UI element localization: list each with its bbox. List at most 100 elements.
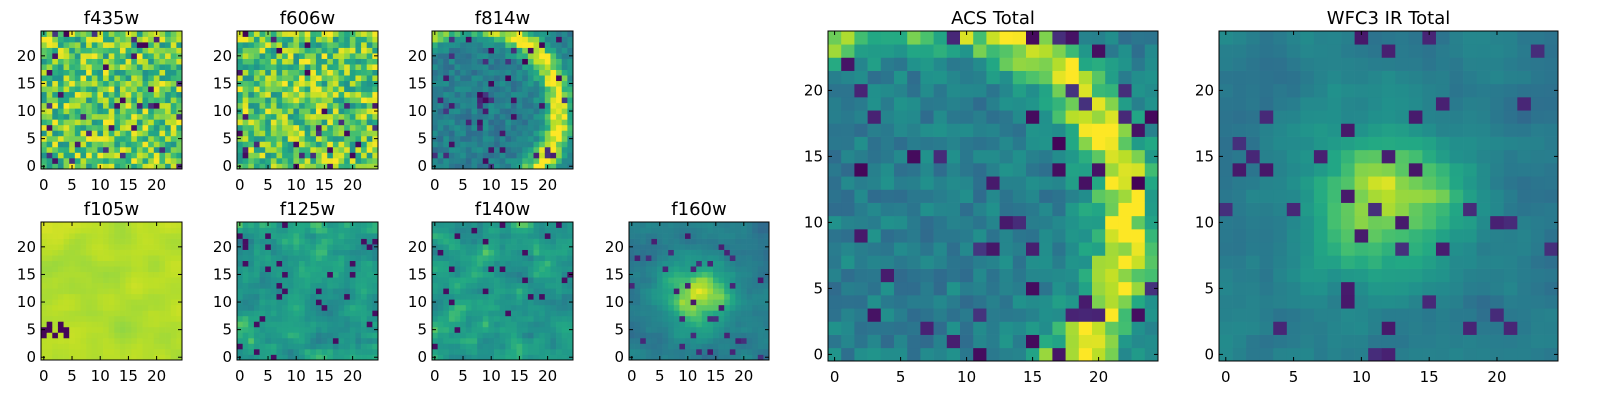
heatmap-cell xyxy=(1118,215,1132,230)
heatmap-cell xyxy=(103,146,110,153)
heatmap-cell xyxy=(673,337,680,344)
heatmap-cell xyxy=(724,321,731,328)
heatmap-cell xyxy=(763,238,770,245)
heatmap-cell xyxy=(253,293,260,300)
heatmap-cell xyxy=(119,130,126,137)
heatmap-cell xyxy=(499,249,506,256)
heatmap-cell xyxy=(74,238,81,245)
heatmap-cell xyxy=(657,310,663,317)
heatmap-cell xyxy=(527,343,534,350)
heatmap-cell xyxy=(355,119,362,126)
heatmap-cell xyxy=(516,271,523,278)
heatmap-cell xyxy=(1078,295,1093,309)
heatmap-cell xyxy=(679,321,686,328)
heatmap-cell xyxy=(74,58,81,65)
heatmap-cell xyxy=(355,332,362,339)
heatmap-cell xyxy=(477,266,484,273)
heatmap-cell xyxy=(752,277,759,284)
heatmap-cell xyxy=(69,113,76,120)
heatmap-cell xyxy=(527,80,534,87)
heatmap-cell xyxy=(867,176,882,190)
heatmap-cell xyxy=(763,310,770,317)
heatmap-cell xyxy=(293,249,300,256)
heatmap-cell xyxy=(516,321,523,328)
heatmap-cell xyxy=(662,304,669,311)
heatmap-cell xyxy=(437,249,444,256)
heatmap-cell xyxy=(103,102,110,109)
heatmap-cell xyxy=(499,222,506,228)
heatmap-cell xyxy=(465,135,472,142)
heatmap-cell xyxy=(57,255,64,261)
heatmap-cell xyxy=(276,238,283,245)
heatmap-cell xyxy=(640,271,647,278)
heatmap-cell xyxy=(86,271,93,278)
heatmap-cell xyxy=(69,299,76,306)
heatmap-cell xyxy=(634,277,641,284)
heatmap-cell xyxy=(119,238,126,245)
heatmap-cell xyxy=(488,227,495,234)
heatmap-cell xyxy=(361,304,368,311)
heatmap-cell xyxy=(741,249,747,256)
heatmap-cell xyxy=(327,119,334,126)
panel-title: f814w xyxy=(475,8,530,29)
heatmap-cell xyxy=(344,332,351,339)
heatmap-cell xyxy=(74,310,81,317)
heatmap-cell xyxy=(757,249,764,256)
heatmap-cell xyxy=(170,86,177,93)
heatmap-cell xyxy=(499,260,506,267)
heatmap-cell xyxy=(170,130,177,137)
heatmap-cell xyxy=(510,141,517,148)
heatmap-cell xyxy=(131,64,138,70)
heatmap-cell xyxy=(933,334,948,349)
heatmap-cell xyxy=(471,233,478,239)
heatmap-cell xyxy=(287,343,294,350)
heatmap-cell xyxy=(86,58,93,65)
heatmap-cell xyxy=(125,293,132,300)
heatmap-cell xyxy=(539,282,546,289)
heatmap-cell xyxy=(287,249,294,256)
heatmap-cell xyxy=(561,332,568,339)
heatmap-cell xyxy=(499,255,506,261)
heatmap-cell xyxy=(690,271,697,278)
heatmap-cell xyxy=(242,238,249,245)
heatmap-cell xyxy=(237,348,243,355)
heatmap-cell xyxy=(253,119,260,126)
heatmap-cell xyxy=(287,238,294,245)
heatmap-cell xyxy=(533,282,540,289)
heatmap-cell xyxy=(344,42,351,48)
heatmap-cell xyxy=(1131,189,1146,203)
heatmap-cell xyxy=(561,348,568,355)
heatmap-cell xyxy=(685,260,691,267)
heatmap-cell xyxy=(136,69,143,76)
heatmap-cell xyxy=(349,348,356,355)
heatmap-cell xyxy=(248,293,255,300)
heatmap-cell xyxy=(437,157,444,164)
heatmap-cells xyxy=(828,31,1159,362)
heatmap-cell xyxy=(310,113,317,120)
heatmap-cell xyxy=(645,244,652,250)
heatmap-cell xyxy=(1092,215,1106,230)
heatmap-cell xyxy=(366,42,373,48)
heatmap-cell xyxy=(460,80,467,87)
heatmap-cell xyxy=(304,332,311,339)
heatmap-cell xyxy=(332,321,339,328)
heatmap-cell xyxy=(522,277,529,284)
heatmap-cell xyxy=(142,244,149,250)
heatmap-cell xyxy=(136,141,143,148)
heatmap-cell xyxy=(119,277,126,284)
heatmap-cell xyxy=(460,343,467,350)
heatmap-cell xyxy=(1065,347,1080,362)
heatmap-cell xyxy=(136,86,143,93)
heatmap-cell xyxy=(867,295,882,309)
heatmap-cell xyxy=(108,288,115,295)
heatmap-cell xyxy=(69,64,76,70)
heatmap-cell xyxy=(131,102,138,109)
heatmap-cell xyxy=(97,75,104,82)
heatmap-cell xyxy=(125,157,132,164)
heatmap-cell xyxy=(561,337,568,344)
heatmap-cell xyxy=(108,53,115,59)
heatmap-cell xyxy=(52,354,59,361)
heatmap-cell xyxy=(763,304,770,311)
heatmap-cell xyxy=(735,321,742,328)
heatmap-cell xyxy=(287,310,294,317)
